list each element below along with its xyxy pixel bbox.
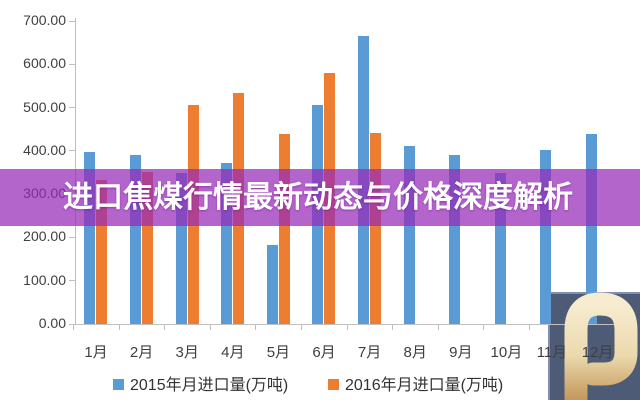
x-axis-label-8月: 8月: [403, 344, 427, 361]
x-axis-label-5月: 5月: [266, 344, 291, 361]
legend-label-2015: 2015年月进口量(万吨): [130, 377, 289, 394]
bar-2015-5月: [266, 245, 278, 324]
x-tick: [164, 325, 166, 330]
bar-2015-12月: [585, 133, 597, 324]
y-tick-label: 100.00: [23, 271, 66, 288]
bar-2016-5月: [278, 133, 290, 324]
x-axis-label-11月: 11月: [536, 344, 568, 361]
title-banner: 进口焦煤行情最新动态与价格深度解析: [0, 169, 640, 226]
x-axis-label-12月: 12月: [581, 344, 614, 361]
x-tick: [392, 325, 394, 330]
legend-entry-2015: 2015年月进口量(万吨): [113, 377, 288, 395]
x-axis-label-3月: 3月: [175, 344, 199, 361]
page-title: 进口焦煤行情最新动态与价格深度解析: [63, 181, 573, 214]
bar-2015-2月: [129, 154, 141, 324]
x-axis-label-4月: 4月: [221, 344, 245, 361]
bar-2016-7月: [369, 132, 381, 324]
y-tick-label: 500.00: [23, 98, 66, 115]
x-tick: [73, 325, 74, 330]
x-tick: [529, 325, 530, 330]
chart-legend: 2015年月进口量(万吨) 2016年月进口量(万吨): [0, 377, 640, 397]
bar-2015-11月: [540, 149, 552, 324]
bar-2015-10月: [494, 172, 506, 324]
bar-2016-2月: [141, 172, 153, 324]
legend-label-2016: 2016年月进口量(万吨): [345, 377, 504, 394]
x-tick: [483, 325, 485, 330]
x-axis-label-2月: 2月: [129, 344, 154, 361]
y-tick-label: 0.00: [38, 315, 66, 331]
y-tick-label: 400.00: [23, 141, 66, 158]
y-tick: [69, 323, 75, 325]
x-axis-label-1月: 1月: [84, 344, 108, 361]
y-tick-label: 200.00: [23, 228, 66, 245]
x-tick: [209, 325, 211, 330]
bar-2015-8月: [403, 146, 415, 324]
bar-2016-1月: [96, 180, 108, 324]
x-axis-label-10月: 10月: [490, 344, 523, 361]
y-tick: [69, 236, 75, 238]
bar-2015-4月: [221, 162, 233, 324]
x-tick: [118, 325, 120, 330]
y-tick: [69, 280, 75, 282]
legend-entry-2016: 2016年月进口量(万吨): [328, 377, 503, 395]
golden-p-logo-icon: [564, 292, 638, 400]
y-tick: [69, 63, 75, 65]
bar-2015-1月: [84, 152, 96, 324]
y-tick: [69, 107, 75, 109]
x-tick: [255, 325, 257, 330]
bar-2015-9月: [449, 155, 461, 324]
x-axis-line: [73, 324, 622, 325]
x-axis-label-9月: 9月: [449, 344, 473, 361]
x-axis-label-7月: 7月: [357, 344, 382, 361]
y-tick: [69, 20, 75, 22]
x-tick: [437, 325, 439, 330]
bar-2015-3月: [175, 173, 187, 324]
x-tick: [346, 325, 348, 330]
x-axis-label-6月: 6月: [312, 344, 336, 361]
y-tick: [69, 150, 75, 152]
legend-swatch-2016: [328, 379, 339, 390]
y-tick-label: 600.00: [23, 55, 66, 72]
y-tick-label: 700.00: [23, 12, 66, 28]
legend-swatch-2015: [113, 379, 124, 390]
x-tick: [301, 325, 302, 330]
